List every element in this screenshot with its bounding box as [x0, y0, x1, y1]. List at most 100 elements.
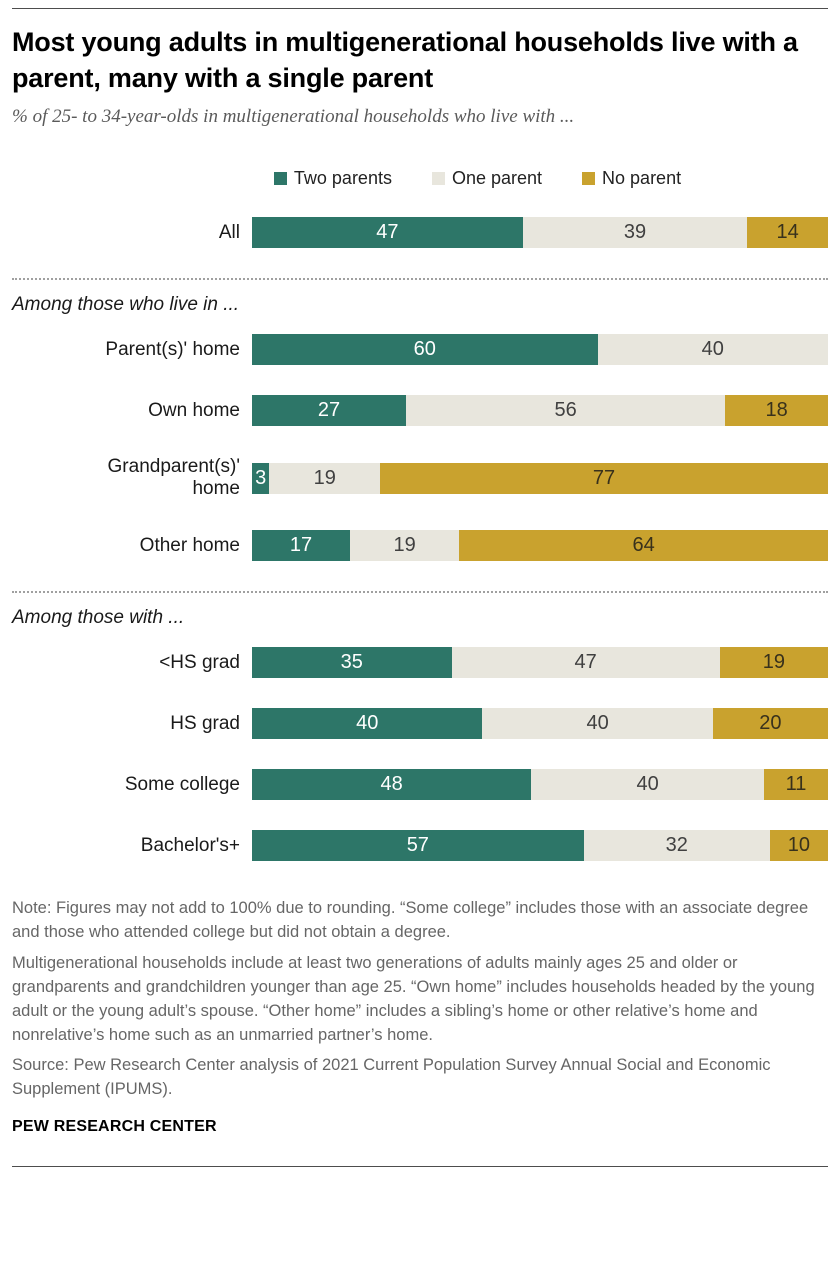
- note-line: Note: Figures may not add to 100% due to…: [12, 898, 809, 941]
- bar-track: 27 56 18: [252, 395, 828, 427]
- bar-row: Bachelor's+ 57 32 10: [12, 829, 829, 861]
- bar-row-label: Some college: [124, 773, 240, 795]
- bar-value: 47: [376, 221, 399, 244]
- bar-segment-two-parents: 57: [252, 829, 584, 861]
- bar-row: Grandparent(s)' home 3 19 77: [12, 456, 828, 500]
- bar-segment-two-parents: 27: [252, 395, 406, 427]
- bar-value: 3: [255, 466, 267, 489]
- bar-value: 19: [393, 533, 416, 556]
- bar-value: 35: [340, 650, 363, 673]
- bar-value: 19: [313, 466, 336, 489]
- bar-segment-one-parent: 40: [531, 768, 764, 800]
- bar-segment-no-parent: 64: [459, 529, 828, 561]
- bar-track: 57 32 10: [252, 829, 829, 861]
- source-line: Source: Pew Research Center analysis of …: [12, 1056, 771, 1099]
- top-rule: [12, 8, 828, 9]
- bar-track: 40 40 20: [252, 707, 829, 739]
- bar-row: HS grad 40 40 20: [12, 707, 829, 739]
- bar-row: Some college 48 40 11: [12, 768, 828, 800]
- bar-segment-no-parent: 20: [712, 707, 829, 739]
- bar-segment-one-parent: 19: [269, 462, 380, 494]
- bar-row-label: HS grad: [170, 712, 240, 734]
- legend-swatch: [273, 172, 287, 186]
- bar-value: 56: [554, 399, 577, 422]
- bar-row-label: Bachelor's+: [140, 834, 240, 856]
- bar-value: 47: [574, 650, 597, 673]
- bar-segment-two-parents: 35: [252, 646, 452, 678]
- bar-row-label: Grandparent(s)' home: [107, 456, 240, 500]
- bar-value: 14: [776, 221, 799, 244]
- bar-row: Own home 27 56 18: [12, 395, 828, 427]
- section-label: Among those who live in ...: [12, 294, 240, 316]
- bar-value: 77: [592, 466, 616, 489]
- bar-value: 17: [289, 533, 313, 556]
- bar-track: 3 19 77: [252, 462, 828, 494]
- bar-segment-one-parent: 19: [349, 529, 460, 561]
- page-subtitle: % of 25- to 34-year-olds in multigenerat…: [12, 106, 575, 128]
- bar-segment-no-parent: 19: [719, 646, 829, 678]
- bar-row-label: <HS grad: [159, 651, 240, 673]
- bar-segment-two-parents: 47: [252, 217, 523, 249]
- page: Most young adults in multigenerational h…: [0, 8, 840, 1168]
- bar-segment-two-parents: 60: [252, 334, 598, 366]
- bar-segment-two-parents: 3: [252, 462, 270, 494]
- bar-segment-no-parent: 11: [764, 768, 828, 800]
- bar-value: 20: [759, 711, 782, 734]
- bar-value: 10: [787, 833, 811, 856]
- note-line: Multigenerational households include at …: [12, 953, 815, 1044]
- bar-value: 32: [665, 833, 688, 856]
- bar-segment-one-parent: 32: [583, 829, 770, 861]
- bar-segment-no-parent: 77: [380, 462, 828, 494]
- bar-segment-two-parents: 17: [252, 529, 350, 561]
- legend-item-one-parent: One parent: [431, 168, 543, 189]
- brand-footer: PEW RESEARCH CENTER: [12, 1118, 217, 1136]
- bar-value: 40: [586, 711, 609, 734]
- bar-value: 40: [356, 711, 379, 734]
- notes: Note: Figures may not add to 100% due to…: [12, 897, 828, 1102]
- bar-value: 11: [785, 772, 807, 795]
- bar-value: 39: [623, 221, 647, 244]
- chart: All 47 39 14 Among those who live in ... Pare…: [12, 217, 829, 861]
- legend-swatch: [431, 172, 445, 186]
- bar-row: Other home 17 19 64: [12, 529, 828, 561]
- legend-label: Two parents: [293, 168, 392, 189]
- bar-value: 40: [636, 772, 659, 795]
- legend-label: One parent: [451, 168, 543, 189]
- bar-track: 47 39 14: [252, 217, 828, 249]
- bar-value: 48: [380, 772, 403, 795]
- bar-value: 18: [765, 399, 788, 422]
- bar-value: 60: [413, 338, 436, 361]
- bar-value: 40: [701, 338, 724, 361]
- bar-segment-one-parent: 47: [451, 646, 720, 678]
- bar-segment-no-parent: 14: [747, 217, 828, 249]
- bar-segment-no-parent: 18: [725, 395, 828, 427]
- legend-item-no-parent: No parent: [582, 168, 681, 189]
- bar-value: 27: [317, 399, 341, 422]
- bar-row-label: Other home: [139, 534, 240, 556]
- bar-segment-two-parents: 40: [252, 707, 483, 739]
- bar-track: 60 40: [252, 334, 828, 366]
- bar-row: All 47 39 14: [12, 217, 828, 249]
- bar-track: 17 19 64: [252, 529, 828, 561]
- section-divider: [12, 590, 828, 593]
- bar-track: 35 47 19: [252, 646, 829, 678]
- legend-label: No parent: [602, 168, 682, 189]
- bar-row-label: Parent(s)' home: [105, 338, 240, 360]
- bar-value: 19: [762, 650, 785, 673]
- bar-value: 64: [632, 533, 655, 556]
- section-divider: [12, 278, 828, 281]
- bar-segment-one-parent: 39: [522, 217, 748, 249]
- bar-segment-two-parents: 48: [252, 768, 532, 800]
- bar-row-label: All: [218, 221, 240, 243]
- bar-segment-one-parent: 40: [482, 707, 713, 739]
- legend: Two parents One parent No parent: [12, 168, 828, 189]
- bar-segment-one-parent: 56: [405, 395, 726, 427]
- bar-row: Parent(s)' home 60 40: [12, 334, 828, 366]
- bar-segment-one-parent: 40: [597, 334, 828, 366]
- page-title: Most young adults in multigenerational h…: [12, 27, 798, 93]
- bar-row: <HS grad 35 47 19: [12, 646, 829, 678]
- bar-value: 57: [406, 833, 429, 856]
- bar-row-label: Own home: [148, 399, 240, 421]
- legend-item-two-parents: Two parents: [273, 168, 392, 189]
- bar-track: 48 40 11: [252, 768, 828, 800]
